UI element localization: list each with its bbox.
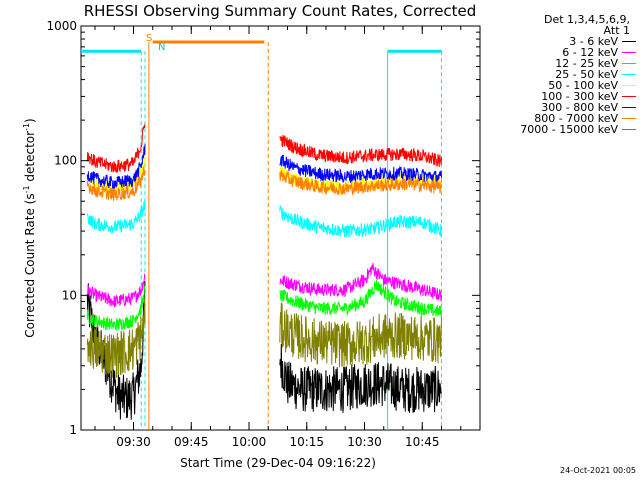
legend-swatch <box>622 85 636 86</box>
series-8-line-1 <box>279 302 442 368</box>
legend-label: 7000 - 15000 keV <box>520 123 618 136</box>
series-6-line-1 <box>279 154 442 186</box>
legend: Det 1,3,4,5,6,9, Att 1 3 - 6 keV 6 - 12 k… <box>480 14 638 135</box>
legend-entry: 50 - 100 keV <box>480 80 638 91</box>
series-5-line-0 <box>86 123 146 173</box>
legend-swatch <box>622 41 636 42</box>
series-2-line-1 <box>279 279 442 319</box>
marker-n-label: N <box>158 42 165 53</box>
legend-swatch <box>622 129 636 130</box>
legend-swatch <box>622 118 636 119</box>
legend-label: 12 - 25 keV <box>555 57 618 70</box>
legend-label: 100 - 300 keV <box>541 90 618 103</box>
y-tick-label-0: 1 <box>69 423 77 437</box>
legend-entry: 25 - 50 keV <box>480 69 638 80</box>
x-tick-label-3: 10:15 <box>289 435 324 449</box>
y-tick-label-3: 1000 <box>46 19 77 33</box>
series-5-line-1 <box>279 134 442 168</box>
series-7-line-1 <box>279 170 442 196</box>
legend-label: 25 - 50 keV <box>555 68 618 81</box>
legend-swatch <box>622 96 636 97</box>
legend-label: 6 - 12 keV <box>562 46 618 59</box>
legend-swatch <box>622 107 636 108</box>
y-axis-label: Corrected Count Rate (s-1 detector-1) <box>22 118 37 337</box>
series-6-line-0 <box>86 144 146 190</box>
legend-entry: 6 - 12 keV <box>480 47 638 58</box>
legend-entry: 100 - 300 keV <box>480 91 638 102</box>
series-layer <box>86 123 442 420</box>
legend-entry: 800 - 7000 keV <box>480 113 638 124</box>
series-0-line-1 <box>279 343 442 413</box>
series-1-line-0 <box>86 273 146 308</box>
legend-entry: 3 - 6 keV <box>480 36 638 47</box>
legend-label: 50 - 100 keV <box>548 79 618 92</box>
x-tick-label-5: 10:45 <box>405 435 440 449</box>
legend-label: 800 - 7000 keV <box>534 112 618 125</box>
flag-layer <box>81 40 442 430</box>
legend-label: 300 - 800 keV <box>541 101 618 114</box>
x-tick-label-0: 09:30 <box>116 435 151 449</box>
axis-layer: 09:30 09:45 10:00 10:15 10:30 10:45 1 10 100 1000 <box>46 19 481 449</box>
legend-label: 3 - 6 keV <box>569 35 618 48</box>
y-tick-label-2: 100 <box>54 154 77 168</box>
x-tick-label-2: 10:00 <box>232 435 267 449</box>
series-3-line-0 <box>86 200 146 234</box>
legend-entry: 12 - 25 keV <box>480 58 638 69</box>
series-3-line-1 <box>279 205 442 238</box>
series-8-line-0 <box>86 297 146 378</box>
y-tick-label-1: 10 <box>62 288 77 302</box>
x-axis-label: Start Time (29-Dec-04 09:16:22) <box>180 456 376 470</box>
x-tick-label-4: 10:30 <box>347 435 382 449</box>
marker-s-label: S <box>146 33 152 44</box>
legend-entry: 300 - 800 keV <box>480 102 638 113</box>
legend-rows: 3 - 6 keV 6 - 12 keV 12 - 25 keV 25 - 50 ke… <box>480 36 638 135</box>
legend-swatch <box>622 74 636 75</box>
legend-swatch <box>622 52 636 53</box>
plot-frame <box>80 25 481 431</box>
footer-date: 24-Oct-2021 00:05 <box>560 466 636 475</box>
x-tick-label-1: 09:45 <box>174 435 209 449</box>
legend-header-line1: Det 1,3,4,5,6,9, <box>543 13 630 26</box>
chart-title: RHESSI Observing Summary Count Rates, Co… <box>84 2 477 20</box>
legend-entry: 7000 - 15000 keV <box>480 124 638 135</box>
series-1-line-1 <box>279 263 442 302</box>
legend-header-line2: Att 1 <box>603 24 630 37</box>
series-7-line-0 <box>86 166 146 201</box>
legend-swatch <box>622 63 636 64</box>
series-2-line-0 <box>86 285 146 332</box>
